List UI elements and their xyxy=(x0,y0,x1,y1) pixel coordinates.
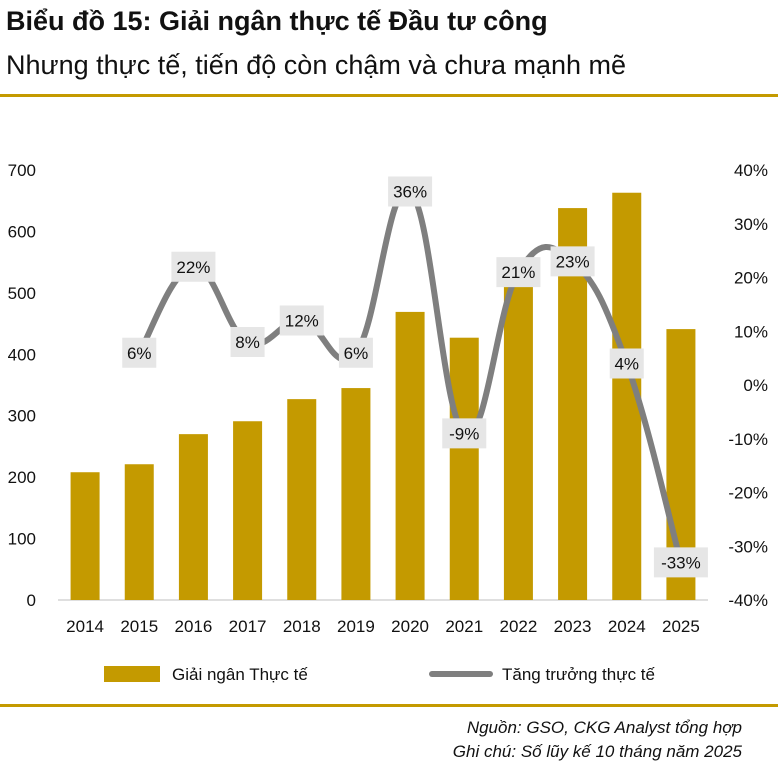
data-label-box xyxy=(609,348,644,379)
legend-line-label: Tăng trưởng thực tế xyxy=(502,665,656,684)
data-label: 6% xyxy=(344,344,369,363)
data-label: 22% xyxy=(176,258,210,277)
data-label-box xyxy=(122,337,157,368)
data-label-box xyxy=(550,246,595,277)
y-left-tick-label: 500 xyxy=(8,284,36,303)
legend-bar-label: Giải ngân Thực tế xyxy=(172,665,308,684)
y-left-tick-label: 400 xyxy=(8,345,36,364)
y-left-tick-label: 0 xyxy=(27,591,36,610)
y-right-tick-label: -20% xyxy=(728,484,768,503)
x-tick-label: 2015 xyxy=(120,617,158,636)
legend-bar-swatch xyxy=(104,666,160,682)
data-label-box xyxy=(171,251,216,282)
x-tick-label: 2022 xyxy=(500,617,538,636)
x-tick-label: 2020 xyxy=(391,617,429,636)
data-label: 12% xyxy=(285,312,319,331)
bar xyxy=(395,311,425,600)
bar xyxy=(503,282,533,600)
y-right-tick-label: 10% xyxy=(734,322,768,341)
x-tick-label: 2014 xyxy=(66,617,104,636)
note-text: Ghi chú: Số lũy kế 10 tháng năm 2025 xyxy=(452,742,742,761)
x-tick-label: 2018 xyxy=(283,617,321,636)
y-left-tick-label: 600 xyxy=(8,222,36,241)
chart-subtitle: Nhưng thực tế, tiến độ còn chậm và chưa … xyxy=(6,50,627,80)
y-right-tick-label: 30% xyxy=(734,215,768,234)
x-tick-label: 2017 xyxy=(229,617,267,636)
combo-chart: 0 100 200 300 400 500 600 700 -40% -30% -20% -10% 0%… xyxy=(8,161,768,684)
y-left-tick-label: 300 xyxy=(8,407,36,426)
top-divider xyxy=(0,94,778,97)
data-label: 4% xyxy=(614,355,639,374)
y-right-tick-label: -40% xyxy=(728,591,768,610)
data-label-box xyxy=(230,327,265,357)
y-right-tick-label: 0% xyxy=(743,376,768,395)
bar xyxy=(341,388,371,600)
data-label: 6% xyxy=(127,344,152,363)
data-label: 36% xyxy=(393,183,427,202)
data-label: 8% xyxy=(235,333,260,352)
source-text: Nguồn: GSO, CKG Analyst tổng hợp xyxy=(466,718,742,737)
data-label-box xyxy=(653,547,708,578)
data-label-box xyxy=(338,337,373,368)
bar xyxy=(233,421,263,600)
x-tick-label: 2023 xyxy=(554,617,592,636)
data-label: -33% xyxy=(661,553,701,572)
y-right-tick-label: 40% xyxy=(734,161,768,180)
y-right-tick-label: 20% xyxy=(734,269,768,288)
x-tick-label: 2019 xyxy=(337,617,375,636)
x-tick-label: 2021 xyxy=(445,617,483,636)
bottom-divider xyxy=(0,704,778,707)
data-label-box xyxy=(496,257,541,288)
data-label-box xyxy=(442,418,487,449)
data-label-box xyxy=(388,176,433,207)
data-label: 23% xyxy=(556,252,590,271)
bar xyxy=(70,472,100,600)
x-tick-label: 2016 xyxy=(175,617,213,636)
bar xyxy=(124,464,154,600)
y-right-tick-label: -30% xyxy=(728,537,768,556)
source-note: Nguồn: GSO, CKG Analyst tổng hợp Ghi chú… xyxy=(453,716,742,764)
bar xyxy=(287,399,317,600)
y-left-tick-label: 100 xyxy=(8,530,36,549)
y-left-tick-label: 700 xyxy=(8,161,36,180)
chart-title: Biểu đồ 15: Giải ngân thực tế Đầu tư côn… xyxy=(6,6,548,36)
data-label: -9% xyxy=(449,424,479,443)
y-right-tick-label: -10% xyxy=(728,430,768,449)
data-label: 21% xyxy=(501,263,535,282)
bar xyxy=(449,337,479,600)
x-tick-label: 2024 xyxy=(608,617,646,636)
data-label-box xyxy=(279,305,324,336)
y-left-tick-label: 200 xyxy=(8,468,36,487)
x-tick-label: 2025 xyxy=(662,617,700,636)
bar xyxy=(178,434,208,600)
